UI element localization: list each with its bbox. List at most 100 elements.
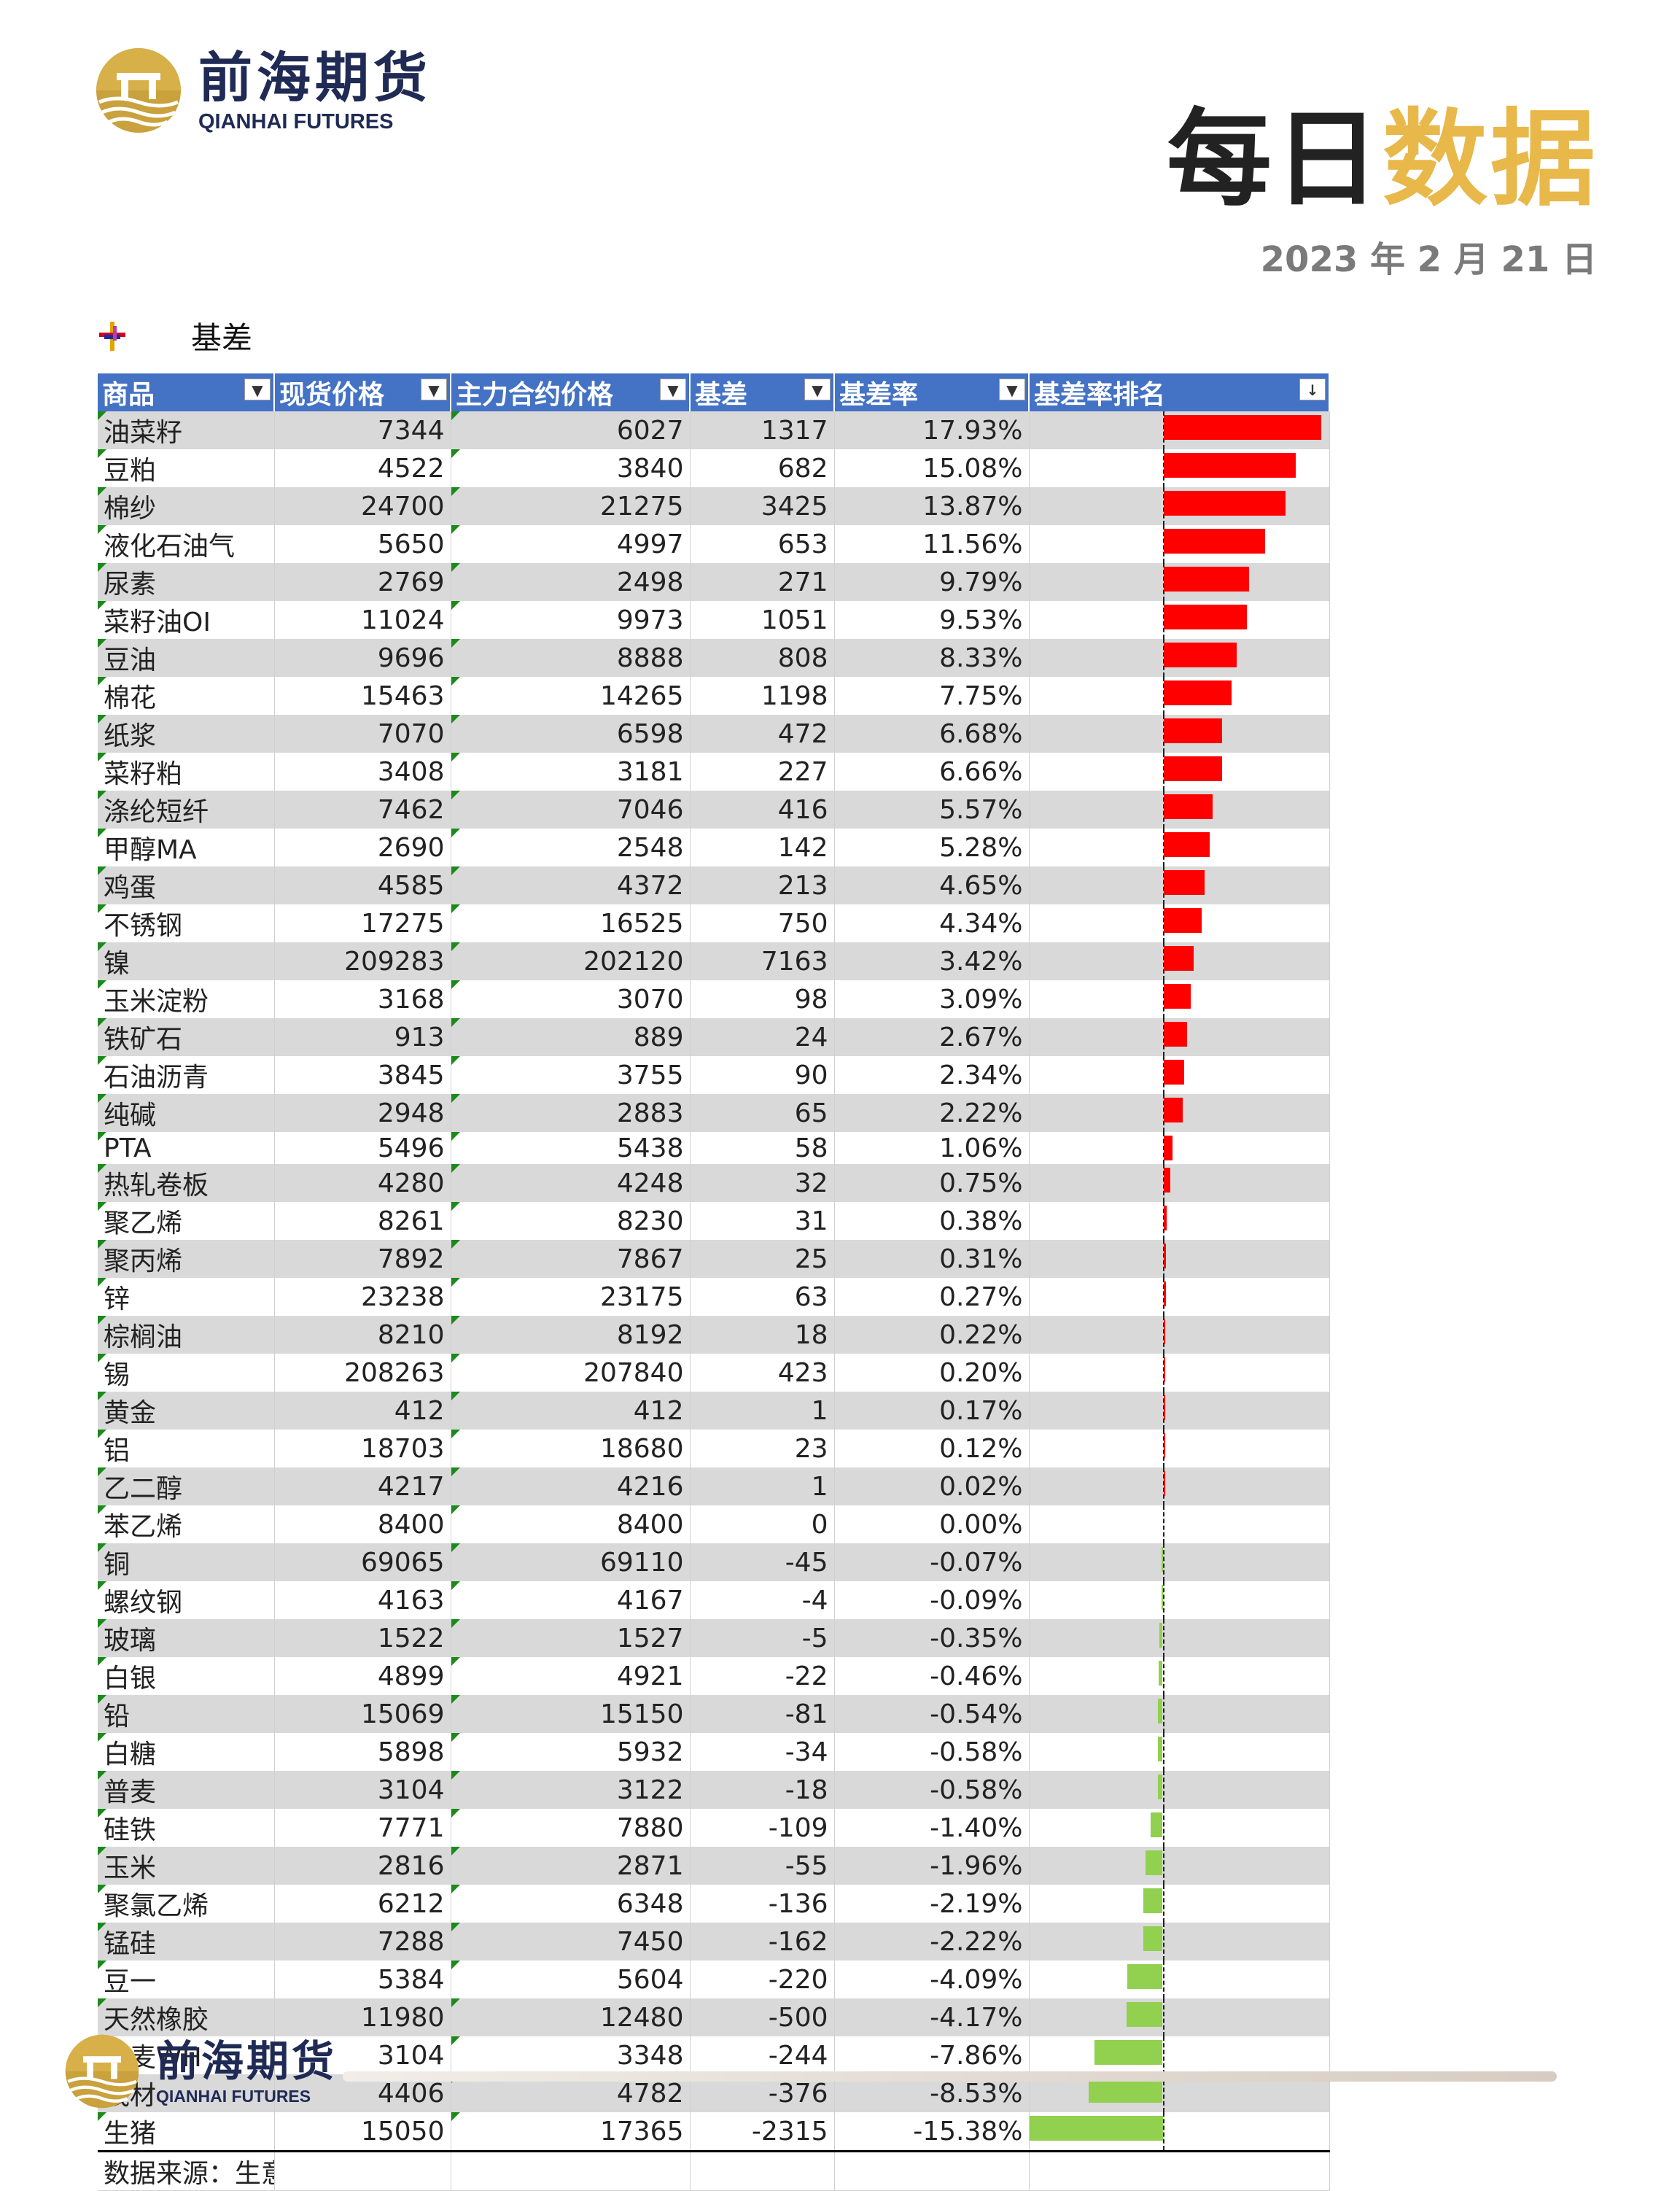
contract-price-cell: 207840 xyxy=(451,1354,691,1392)
contract-price-cell: 3840 xyxy=(451,449,691,487)
basis-rate-cell: 0.12% xyxy=(834,1430,1030,1467)
table-row: 聚乙烯 8261 8230 31 0.38% xyxy=(98,1202,1330,1240)
basis-rate-bar xyxy=(1163,1433,1165,1458)
contract-price-cell: 3070 xyxy=(451,980,691,1018)
basis-rate-bar xyxy=(1094,2040,1163,2065)
spot-price-cell: 1522 xyxy=(274,1619,451,1657)
spot-price-cell: 6212 xyxy=(274,1885,451,1923)
filter-dropdown-icon[interactable]: ▼ xyxy=(421,379,447,400)
basis-cell: -45 xyxy=(690,1543,835,1581)
basis-rate-cell: 0.38% xyxy=(834,1202,1030,1240)
filter-dropdown-icon[interactable]: ▼ xyxy=(660,379,686,400)
commodity-cell: 豆油 xyxy=(98,639,275,677)
basis-cell: -4 xyxy=(690,1581,835,1619)
logo-name-cn: 前海期货 xyxy=(198,46,432,109)
contract-price-cell: 3122 xyxy=(451,1771,691,1809)
basis-rate-bar xyxy=(1157,1737,1163,1761)
spot-price-cell: 412 xyxy=(274,1392,451,1430)
filter-dropdown-icon[interactable]: ▼ xyxy=(804,379,831,400)
contract-price-cell: 2548 xyxy=(451,829,691,866)
page-title: 每日数据 xyxy=(1167,101,1598,217)
table-row: 棕榈油 8210 8192 18 0.22% xyxy=(98,1316,1330,1354)
spot-price-cell: 69065 xyxy=(274,1543,451,1581)
basis-cell: 25 xyxy=(690,1240,835,1278)
zero-axis-line xyxy=(1162,1771,1164,1809)
commodity-cell: 棉纱 xyxy=(98,487,275,525)
column-header-basis-rank[interactable]: 基差率排名 ↓ xyxy=(1029,373,1330,411)
contract-price-cell: 8192 xyxy=(451,1316,691,1354)
basis-rate-cell: 9.79% xyxy=(834,563,1030,601)
commodity-cell: 豆一 xyxy=(98,1961,275,1998)
table-row: 天然橡胶 11980 12480 -500 -4.17% xyxy=(98,1998,1330,2036)
contract-price-cell: 7867 xyxy=(451,1240,691,1278)
basis-rate-bar xyxy=(1163,1244,1167,1268)
basis-rate-bar-cell xyxy=(1029,1316,1330,1354)
table-row: 棉花 15463 14265 1198 7.75% xyxy=(98,677,1330,715)
basis-rate-bar xyxy=(1126,2002,1163,2027)
basis-rate-bar-cell xyxy=(1029,677,1330,715)
spot-price-cell: 2948 xyxy=(274,1094,451,1132)
column-header-spot-price[interactable]: 现货价格 ▼ xyxy=(274,373,451,411)
basis-cell: 808 xyxy=(690,639,835,677)
zero-axis-line xyxy=(1162,1543,1164,1581)
basis-cell: 32 xyxy=(690,1164,835,1202)
basis-rate-bar-cell xyxy=(1029,1392,1330,1430)
basis-cell: -2315 xyxy=(690,2112,835,2152)
contract-price-cell: 889 xyxy=(451,1018,691,1056)
basis-rate-bar-cell xyxy=(1029,1132,1330,1164)
contract-price-cell: 9973 xyxy=(451,601,691,639)
basis-cell: 1 xyxy=(690,1392,835,1430)
column-header-basis[interactable]: 基差 ▼ xyxy=(690,373,835,411)
basis-rate-bar-cell xyxy=(1029,1581,1330,1619)
zero-axis-line xyxy=(1162,1885,1164,1923)
basis-table: 商品 ▼ 现货价格 ▼ 主力合约价格 ▼ 基差 ▼ 基差率 ▼ 基差率排名 ↓ 油菜籽 734… xyxy=(98,373,1330,2191)
contract-price-cell: 16525 xyxy=(451,904,691,942)
table-row: 油菜籽 7344 6027 1317 17.93% xyxy=(98,411,1330,449)
section-title: 基差 xyxy=(191,320,253,356)
spot-price-cell: 11980 xyxy=(274,1998,451,2036)
basis-rate-cell: 17.93% xyxy=(834,411,1030,449)
column-header-contract-price[interactable]: 主力合约价格 ▼ xyxy=(451,373,691,411)
basis-cell: 24 xyxy=(690,1018,835,1056)
column-header-basis-rate[interactable]: 基差率 ▼ xyxy=(834,373,1030,411)
spot-price-cell: 4522 xyxy=(274,449,451,487)
spot-price-cell: 11024 xyxy=(274,601,451,639)
basis-rate-cell: -0.46% xyxy=(834,1657,1030,1695)
spot-price-cell: 8261 xyxy=(274,1202,451,1240)
basis-cell: 142 xyxy=(690,829,835,866)
table-row: 生猪 15050 17365 -2315 -15.38% xyxy=(98,2112,1330,2152)
contract-price-cell: 8230 xyxy=(451,1202,691,1240)
basis-rate-bar xyxy=(1143,1926,1163,1951)
contract-price-cell: 202120 xyxy=(451,942,691,980)
basis-rate-bar-cell xyxy=(1029,1164,1330,1202)
report-date: 2023 年 2 月 21 日 xyxy=(1260,239,1597,280)
basis-rate-cell: 8.33% xyxy=(834,639,1030,677)
basis-rate-bar xyxy=(1029,2116,1163,2141)
table-row: 豆一 5384 5604 -220 -4.09% xyxy=(98,1961,1330,1998)
column-header-commodity[interactable]: 商品 ▼ xyxy=(98,373,275,411)
sort-descending-icon[interactable]: ↓ xyxy=(1299,379,1326,400)
table-row: 菜籽油OI 11024 9973 1051 9.53% xyxy=(98,601,1330,639)
basis-cell: 653 xyxy=(690,525,835,563)
filter-dropdown-icon[interactable]: ▼ xyxy=(999,379,1025,400)
spot-price-cell: 7288 xyxy=(274,1923,451,1961)
commodity-cell: 涤纶短纤 xyxy=(98,791,275,829)
basis-rate-bar-cell xyxy=(1029,980,1330,1018)
basis-cell: 423 xyxy=(690,1354,835,1392)
spot-price-cell: 3408 xyxy=(274,753,451,791)
logo-name-cn: 前海期货 xyxy=(156,2036,338,2086)
spot-price-cell: 7344 xyxy=(274,411,451,449)
commodity-cell: 白银 xyxy=(98,1657,275,1695)
basis-rate-cell: 0.20% xyxy=(834,1354,1030,1392)
spot-price-cell: 2690 xyxy=(274,829,451,866)
footer-divider xyxy=(343,2071,1557,2082)
table-row: 乙二醇 4217 4216 1 0.02% xyxy=(98,1467,1330,1505)
basis-rate-bar xyxy=(1163,643,1237,667)
table-row: 玻璃 1522 1527 -5 -0.35% xyxy=(98,1619,1330,1657)
spot-price-cell: 5384 xyxy=(274,1961,451,1998)
filter-dropdown-icon[interactable]: ▼ xyxy=(244,379,271,400)
spot-price-cell: 4585 xyxy=(274,866,451,904)
logo-emblem-icon xyxy=(96,48,181,133)
basis-rate-cell: 3.42% xyxy=(834,942,1030,980)
commodity-cell: 棕榈油 xyxy=(98,1316,275,1354)
